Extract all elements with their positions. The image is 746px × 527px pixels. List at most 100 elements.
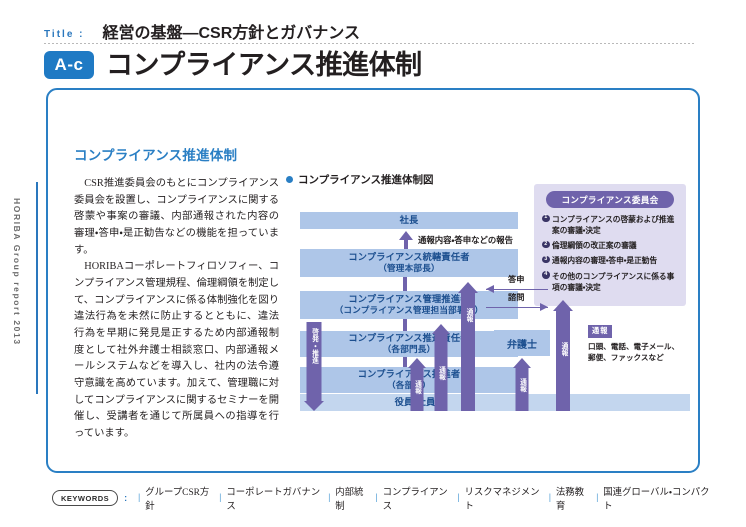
list-item: 2 倫理綱領の改正案の審議 [542,240,678,251]
list-item-text: 倫理綱領の改正案の審議 [552,241,637,251]
keyword-item[interactable]: グループCSR方針 [145,488,210,512]
list-number: 2 [542,241,550,249]
arrow-shaft [434,333,447,411]
compliance-diagram: コンプライアンス推進体制図 コンプライアンス委員会 1 コンプライアンスの啓蒙お… [286,172,690,417]
arrow-notify-lawyer: 通報 [512,358,531,411]
diagram-box-president: 社長 [300,212,518,229]
box-sublabel: （各部門長） [382,344,436,355]
page-title: コンプライアンス推進体制 [106,49,422,80]
methods-body-text: 口頭、電話、電子メール、郵便、ファックスなど [588,341,680,362]
page-title-row: Title : 経営の基盤—CSR方針とガバナンス [44,18,684,42]
title-label: Title : [44,29,85,40]
committee-pill-label: コンプライアンス委員会 [546,191,674,208]
keyword-separator: | [328,493,331,503]
arrow-label-notify: 通報 [518,378,526,393]
arrow-head-icon [486,285,494,293]
arrow-awareness-promotion: 啓発・推進 [303,322,324,411]
list-number: 4 [542,271,550,279]
section-badge: A-c [44,51,94,79]
box-sublabel: （コンプライアンス管理担当部署長） [334,305,484,316]
arrow-line [486,306,548,309]
list-number: 3 [542,256,550,264]
connector-manager-to-officer [403,319,407,331]
arrow-consult [486,303,548,312]
arrow-label-awareness: 啓発・推進 [310,328,318,364]
keyword-item[interactable]: 国連グローバル・コンパクト [603,488,710,512]
article-paragraph-2: HORIBAコーポレートフィロソフィー、コンプライアンス管理規程、倫理綱領を制定… [74,261,280,440]
committee-duty-list: 1 コンプライアンスの啓蒙および推進案の審議・決定 2 倫理綱領の改正案の審議 … [542,214,678,293]
arrow-label-notify: 通報 [465,308,472,323]
arrow-head-icon [407,358,426,368]
arrow-shaft [556,310,570,411]
arrow-head-icon [431,324,450,334]
list-item-text: その他のコンプライアンスに係る事項の審議・決定 [552,271,675,292]
side-rule [36,182,38,394]
list-item-text: 通報内容の審理・答申・是正勧告 [552,256,658,266]
arrow-shaft [410,367,423,411]
article-column: コンプライアンス推進体制 CSR推進委員会のもとにコンプライアンス委員会を設置し… [74,144,279,443]
box-label: コンプライアンス推進責任者 [348,332,470,343]
keyword-item[interactable]: 内部統制 [335,488,364,512]
keyword-item[interactable]: リスクマネジメント [464,488,540,512]
arrow-shaft [515,367,528,411]
box-label: コンプライアンス推進者 [357,368,461,379]
arrow-head-icon [303,401,324,411]
diagram-title: コンプライアンス推進体制図 [298,174,434,186]
compliance-committee-box: コンプライアンス委員会 1 コンプライアンスの啓蒙および推進案の審議・決定 2 … [534,184,686,306]
connector-chief-to-manager [403,277,407,291]
section-title: 経営の基盤—CSR方針とガバナンス [102,25,360,42]
arrow-label-notify: 通報 [413,380,421,395]
diagram-box-management-promoter: コンプライアンス管理推進者 （コンプライアンス管理担当部署長） [300,291,518,319]
title-divider [44,43,696,44]
label-answer: 答申 [508,275,525,284]
keyword-separator: | [219,493,222,503]
list-number: 1 [542,214,550,222]
box-label: コンプライアンス管理推進者 [348,293,470,304]
diagram-box-chief-officer: コンプライアンス統轄責任者 （管理本部長） [300,249,518,277]
arrow-shaft [306,322,321,402]
box-label: 社長 [399,214,419,225]
arrow-head-icon [540,303,548,311]
label-consult: 諮問 [508,293,525,302]
diagram-box-employees: 役員・社員 [300,394,690,411]
arrow-notify-short: 通報 [407,358,426,411]
keyword-item[interactable]: コーポレートガバナンス [226,488,321,512]
publication-label: HORIBA Group report 2013 [12,198,22,346]
connector-officer-to-promoter [403,357,407,367]
arrow-notify-mid: 通報 [431,324,450,411]
keyword-separator: | [138,493,141,503]
arrow-head-icon [398,231,413,240]
page-heading-row: A-c コンプライアンス推進体制 [44,47,422,83]
arrow-line [486,288,548,291]
arrow-label-notify: 通報 [437,366,445,381]
box-sublabel: （各部長） [387,380,431,391]
box-sublabel: （管理本部長） [378,263,440,274]
box-label: コンプライアンス統轄責任者 [348,251,470,262]
list-item-text: コンプライアンスの啓蒙および推進案の審議・決定 [552,215,675,236]
label-report-to-president: 通報内容・答申などの報告 [418,235,513,245]
arrow-shaft [461,292,475,411]
arrow-report-to-president [398,231,413,249]
keyword-separator: | [596,493,599,503]
keywords-colon: : [124,493,128,503]
list-item: 3 通報内容の審理・答申・是正勧告 [542,255,678,266]
arrow-head-icon [512,358,531,368]
arrow-head-icon [553,300,573,311]
keyword-separator: | [457,493,460,503]
keyword-item[interactable]: コンプライアンス [382,488,448,512]
diagram-box-promoter: コンプライアンス推進者 （各部長） [300,367,518,393]
arrow-head-icon [458,282,478,293]
box-label: 弁護士 [507,339,537,351]
article-heading: コンプライアンス推進体制 [74,148,238,163]
bullet-dot-icon [286,176,293,183]
keywords-badge: KEYWORDS [52,490,119,506]
report-methods-box: 通報 口頭、電話、電子メール、郵便、ファックスなど [588,320,684,363]
list-item: 4 その他のコンプライアンスに係る事項の審議・決定 [542,271,678,293]
diagram-box-lawyer: 弁護士 [494,330,550,356]
keyword-item[interactable]: 法務教育 [555,488,585,512]
article-paragraph-1: CSR推進委員会のもとにコンプライアンス委員会を設置し、コンプライアンスに関する… [74,178,280,256]
methods-tag-label: 通報 [588,324,613,338]
diagram-title-row: コンプライアンス推進体制図 [286,172,434,187]
keywords-list: | グループCSR方針 | コーポレートガバナンス | 内部統制 | コンプライ… [133,484,712,512]
